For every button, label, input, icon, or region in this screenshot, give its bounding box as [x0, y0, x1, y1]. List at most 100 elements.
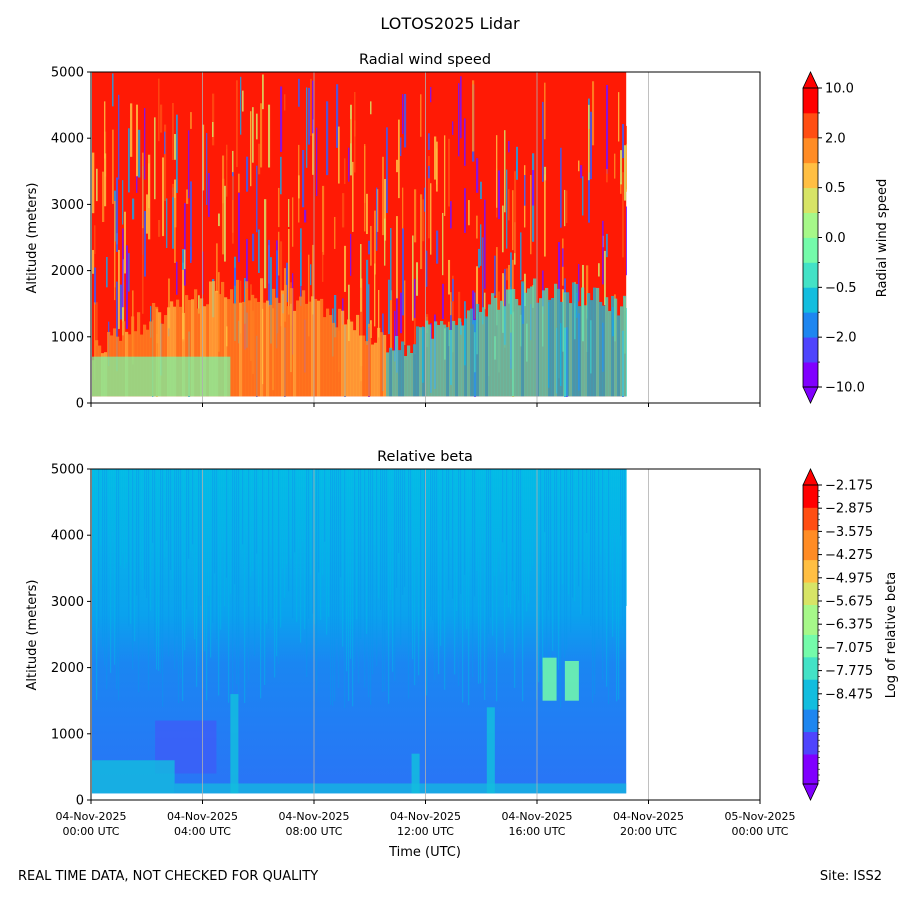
- wind-heatmap-stripe: [222, 178, 225, 255]
- beta-heatmap-streak: [388, 469, 390, 704]
- beta-panel: Relative beta 0 1000 2000 3000 4000 5000 04-N…: [25, 449, 899, 860]
- wind-heatmap-stripe: [102, 171, 105, 223]
- wind-heatmap-stripe: [216, 243, 218, 293]
- wind-heatmap-column: [320, 298, 324, 397]
- beta-heatmap-streak: [472, 469, 474, 678]
- wind-heatmap-column: [614, 298, 618, 397]
- wind-heatmap-stripe: [312, 244, 315, 315]
- beta-colorbar-extend-max: [802, 468, 819, 486]
- wind-heatmap-stripe: [620, 182, 622, 194]
- beta-xtick-label: 04-Nov-2025: [167, 810, 238, 823]
- beta-heatmap-streak: [100, 469, 102, 546]
- beta-y-ticks: 0 1000 2000 3000 4000 5000: [51, 463, 91, 809]
- wind-heatmap-stripe: [244, 278, 246, 324]
- beta-heatmap-streak: [434, 469, 436, 680]
- beta-heatmap-streak: [616, 469, 618, 702]
- wind-heatmap-stripe: [398, 119, 400, 199]
- wind-heatmap-column: [482, 307, 486, 397]
- beta-heatmap-surface-band: [174, 783, 627, 794]
- wind-heatmap-stripe: [396, 159, 399, 173]
- wind-heatmap-column: [563, 292, 567, 397]
- wind-gridlines: [202, 72, 649, 403]
- beta-heatmap-streak: [354, 469, 356, 670]
- beta-heatmap-streak: [356, 469, 358, 620]
- wind-heatmap-stripe: [396, 289, 398, 373]
- beta-heatmap-streak: [624, 469, 626, 651]
- beta-heatmap-streak: [322, 469, 324, 576]
- beta-heatmap-streak: [282, 469, 284, 569]
- wind-colorbar-segment: [803, 187, 818, 213]
- beta-xtick-label: 04-Nov-2025: [613, 810, 684, 823]
- wind-heatmap-stripe: [262, 74, 264, 110]
- wind-heatmap-stripe: [96, 302, 98, 346]
- beta-ytick-label: 4000: [51, 529, 84, 544]
- beta-heatmap-streak: [514, 469, 516, 688]
- wind-heatmap-stripe: [366, 259, 369, 345]
- wind-heatmap-stripe: [116, 177, 118, 252]
- wind-heatmap-stripe: [524, 273, 526, 307]
- beta-colorbar-frame: [802, 484, 819, 785]
- wind-heatmap-column: [599, 301, 603, 397]
- beta-heatmap-streak: [568, 469, 570, 595]
- wind-heatmap-column: [260, 278, 264, 397]
- beta-heatmap-streak: [212, 469, 214, 623]
- wind-heatmap-column: [194, 289, 198, 397]
- beta-colorbar-segment: [803, 522, 818, 531]
- wind-heatmap-stripe: [172, 187, 174, 249]
- wind-heatmap-stripe: [386, 127, 388, 213]
- wind-heatmap-stripe: [348, 147, 350, 182]
- wind-heatmap-stripe: [122, 180, 124, 225]
- wind-heatmap-stripe: [116, 281, 118, 372]
- beta-heatmap-streak: [436, 469, 438, 649]
- beta-heatmap-streak: [124, 469, 126, 569]
- beta-heatmap-aerosol-layer: [542, 657, 557, 701]
- wind-heatmap-stripe: [464, 188, 466, 233]
- beta-xtick-label: 04-Nov-2025: [278, 810, 349, 823]
- wind-heatmap-column: [524, 292, 528, 397]
- wind-panel: Radial wind speed 010002000300040005000 …: [25, 52, 890, 412]
- beta-heatmap-streak: [306, 469, 308, 678]
- wind-heatmap-stripe: [258, 143, 261, 175]
- beta-heatmap-streak: [362, 469, 364, 534]
- beta-heatmap-streak: [220, 469, 222, 630]
- beta-heatmap-streak: [140, 469, 142, 571]
- wind-heatmap-column: [434, 321, 438, 397]
- wind-heatmap-stripe: [424, 187, 426, 212]
- wind-heatmap-stripe: [402, 187, 404, 230]
- wind-heatmap-column: [425, 320, 429, 397]
- wind-heatmap-stripe: [464, 118, 466, 166]
- beta-heatmap-streak: [180, 469, 182, 679]
- beta-heatmap-streak: [184, 469, 186, 651]
- wind-heatmap-column: [545, 287, 549, 397]
- wind-heatmap-column: [170, 301, 174, 397]
- wind-heatmap-column: [578, 306, 582, 397]
- wind-heatmap-column: [593, 287, 597, 397]
- beta-heatmap-streak: [234, 469, 236, 585]
- beta-colorbar-segment: [803, 671, 818, 680]
- beta-heatmap-streak: [360, 469, 362, 639]
- wind-heatmap-stripe: [190, 246, 192, 263]
- beta-colorbar-segment: [803, 739, 818, 748]
- wind-heatmap-column: [176, 299, 180, 397]
- beta-heatmap-streak: [588, 469, 590, 580]
- wind-heatmap-stripe: [474, 292, 476, 338]
- wind-heatmap-stripe: [300, 228, 302, 286]
- wind-heatmap-stripe: [420, 94, 422, 137]
- wind-heatmap-stripe: [308, 87, 311, 145]
- wind-heatmap-stripe: [496, 247, 498, 326]
- beta-colorbar-segment: [803, 761, 818, 770]
- beta-heatmap-streak: [586, 469, 588, 533]
- wind-heatmap-column: [347, 319, 351, 397]
- beta-heatmap-streak: [230, 469, 232, 594]
- wind-heatmap-column: [455, 325, 459, 397]
- wind-heatmap-column: [623, 295, 627, 397]
- beta-heatmap-streak: [316, 469, 318, 694]
- beta-heatmap-streak: [278, 469, 280, 665]
- wind-heatmap-column: [158, 312, 162, 397]
- beta-heatmap-streak: [566, 469, 568, 650]
- wind-heatmap-stripe: [202, 124, 205, 191]
- beta-ytick-label: 5000: [51, 463, 84, 478]
- wind-heatmap-column: [464, 318, 468, 397]
- beta-heatmap-streak: [104, 469, 106, 666]
- beta-heatmap-streak: [268, 469, 270, 629]
